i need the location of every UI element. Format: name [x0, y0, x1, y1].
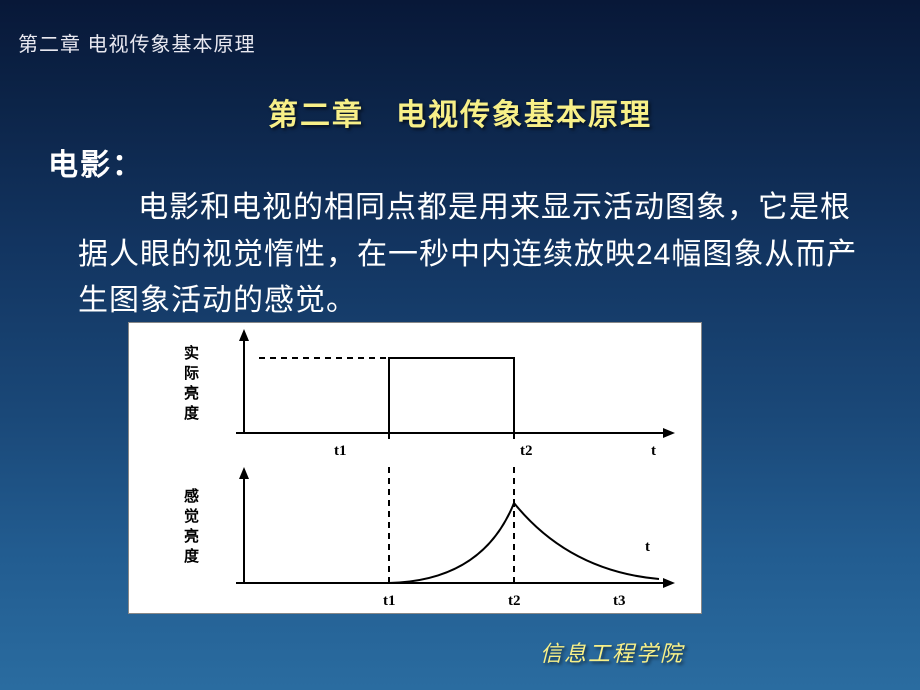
body-paragraph: 电影和电视的相同点都是用来显示活动图象，它是根据人眼的视觉惰性，在一秒中内连续放…	[78, 185, 870, 325]
svg-text:t2: t2	[520, 443, 533, 459]
svg-text:亮: 亮	[184, 384, 199, 402]
svg-text:度: 度	[184, 404, 200, 422]
svg-text:际: 际	[184, 365, 199, 382]
chapter-title: 第二章 电视传象基本原理	[0, 90, 920, 134]
svg-text:实: 实	[184, 344, 199, 362]
svg-text:t: t	[645, 539, 650, 555]
brightness-diagram: 实际亮度t1t2t感觉亮度t1t2t3t	[128, 322, 702, 614]
svg-text:t2: t2	[508, 593, 521, 609]
svg-text:亮: 亮	[184, 527, 199, 545]
footer-organization: 信息工程学院	[540, 636, 684, 668]
svg-text:t1: t1	[334, 443, 347, 459]
section-label: 电影：	[48, 140, 144, 184]
svg-text:t: t	[651, 443, 656, 459]
svg-text:度: 度	[184, 547, 200, 565]
svg-text:t3: t3	[613, 593, 626, 609]
svg-text:感: 感	[184, 487, 199, 505]
breadcrumb: 第二章 电视传象基本原理	[18, 28, 256, 57]
svg-text:觉: 觉	[184, 507, 199, 525]
svg-text:t1: t1	[383, 593, 396, 609]
